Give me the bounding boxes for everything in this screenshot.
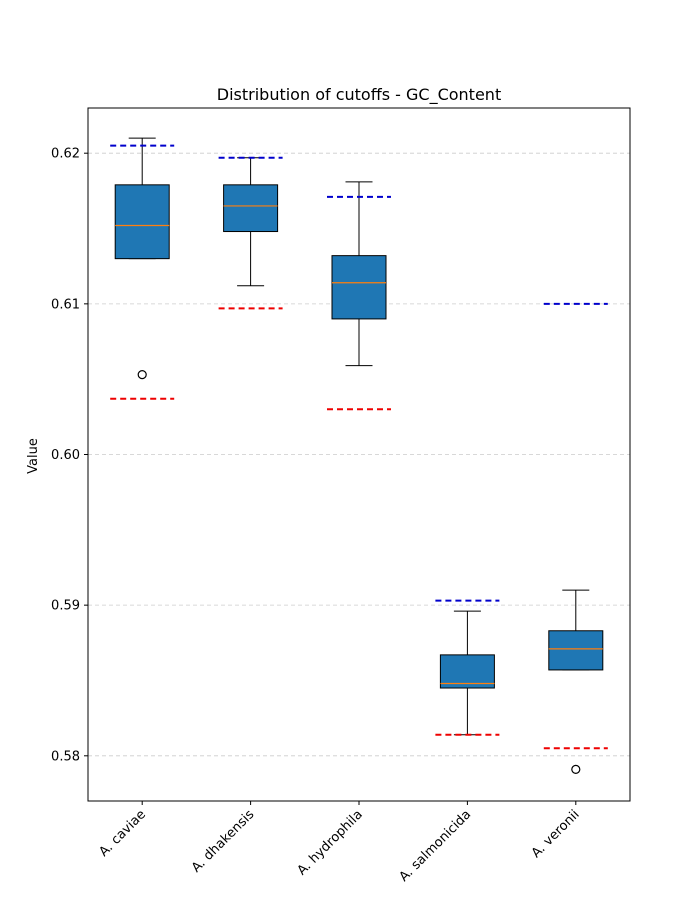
y-axis: 0.58 0.59 0.60 0.61 0.62 — [51, 147, 88, 764]
box-plots — [110, 137, 608, 774]
box-iqr — [331, 255, 387, 320]
box-iqr — [548, 630, 604, 671]
y-tick-label: 0.60 — [51, 448, 80, 463]
outlier-point — [137, 370, 147, 380]
y-tick-label: 0.58 — [51, 749, 80, 764]
box-group — [435, 599, 500, 736]
y-axis-label: Value — [26, 438, 41, 474]
outlier-point — [571, 764, 581, 774]
box-group — [327, 181, 391, 411]
y-tick-label: 0.61 — [51, 297, 80, 312]
y-tick-label: 0.62 — [51, 147, 80, 162]
box-group — [218, 156, 283, 310]
grid-lines — [88, 152, 630, 757]
chart-title: Distribution of cutoffs - GC_Content — [217, 85, 501, 105]
y-tick-label: 0.59 — [51, 599, 80, 614]
box-iqr — [439, 654, 495, 689]
box-group — [543, 302, 608, 774]
box-iqr — [114, 184, 170, 260]
box-iqr — [223, 184, 279, 233]
box-group — [110, 137, 175, 400]
